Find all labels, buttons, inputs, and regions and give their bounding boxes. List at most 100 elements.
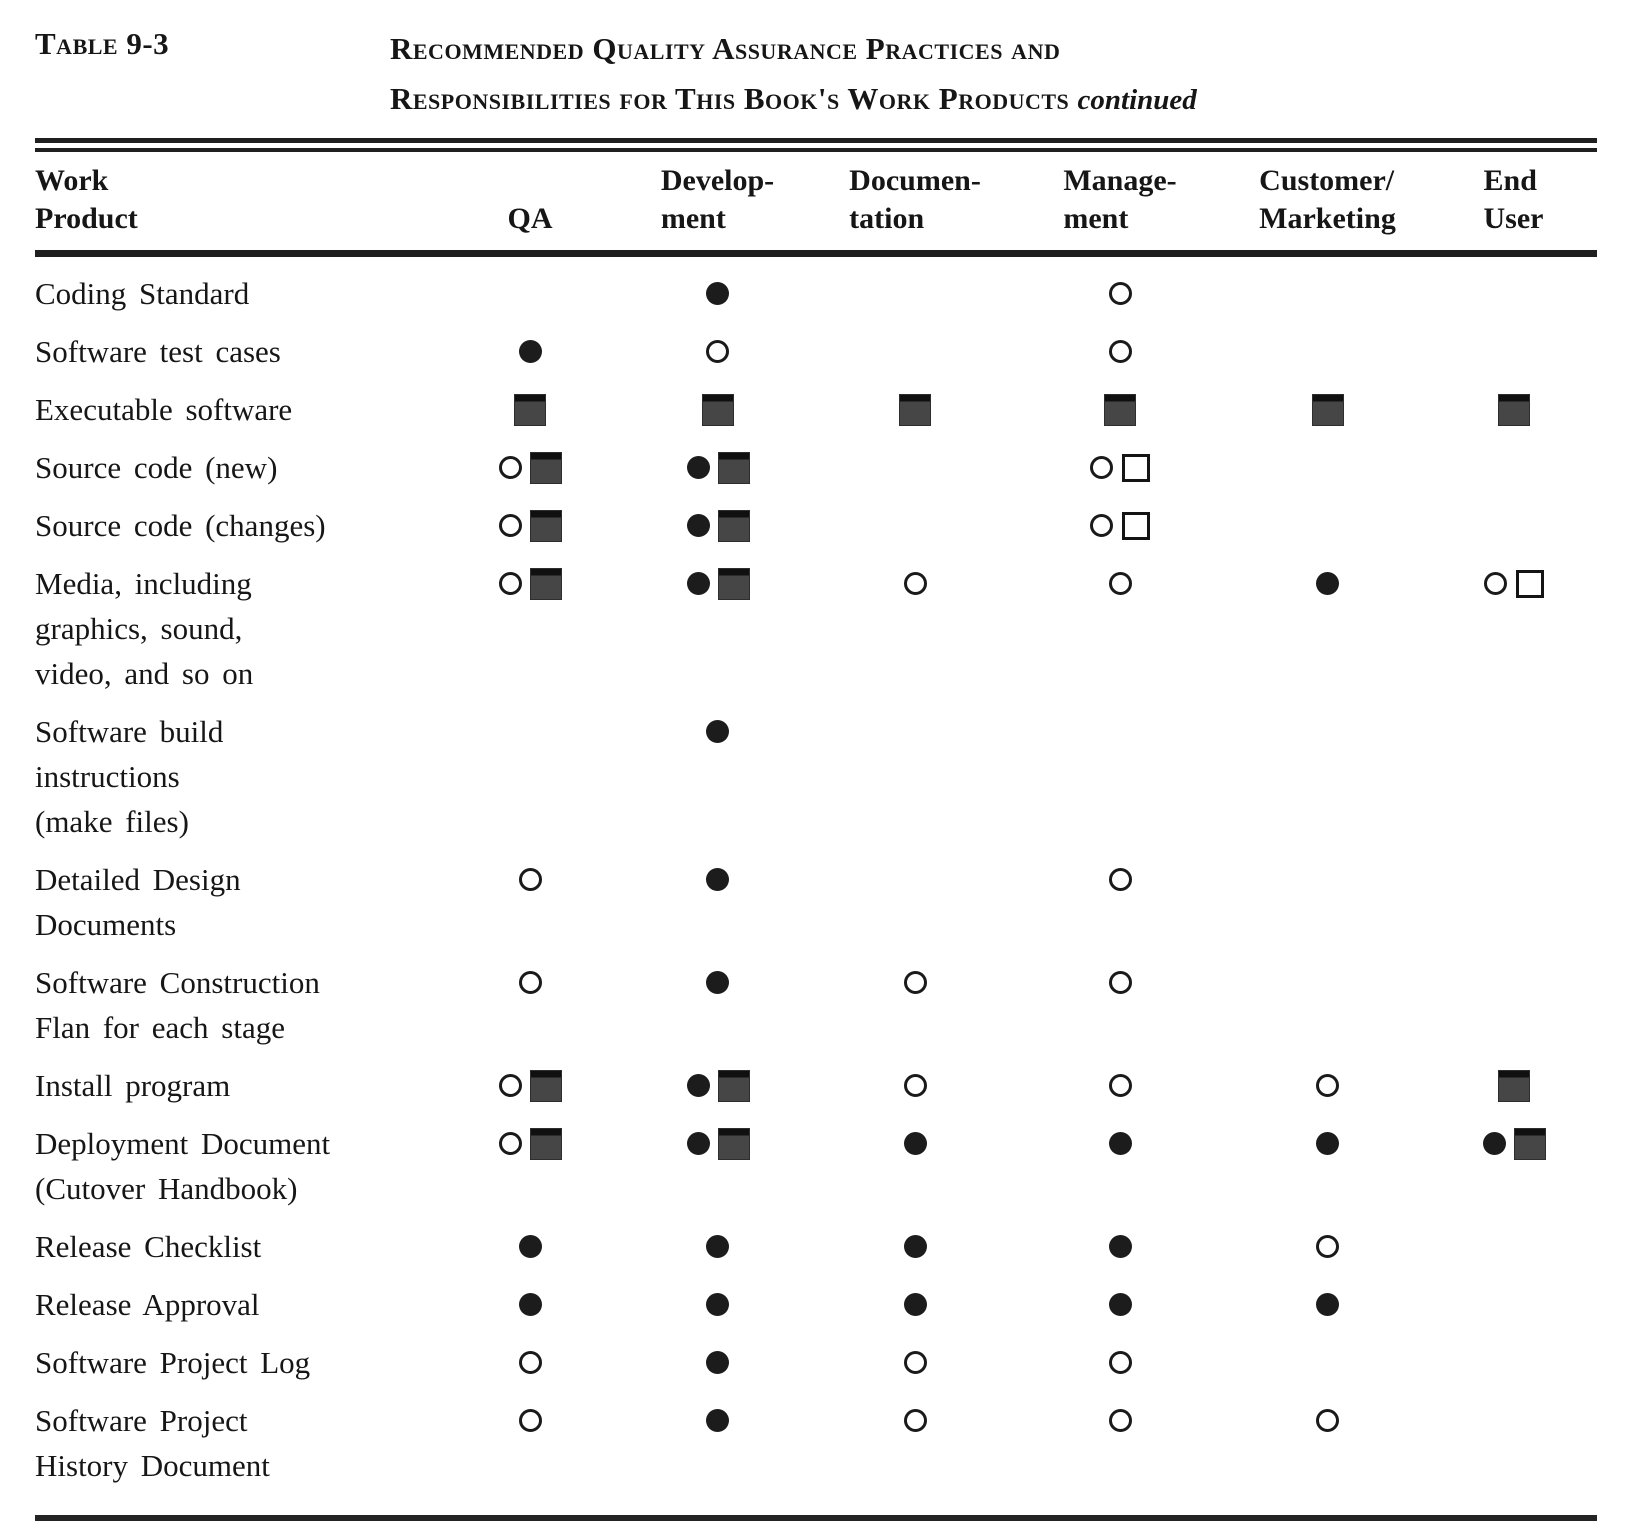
filled-circle-icon [706, 720, 729, 743]
table-row: Deployment Document (Cutover Handbook) [35, 1121, 1597, 1224]
end-user-cell [1430, 1340, 1597, 1385]
work-product-label-line: video, and so on [35, 656, 254, 691]
open-circle-icon [499, 572, 522, 595]
table-row: Source code (new) [35, 445, 1597, 503]
documentation-cell [815, 445, 1015, 490]
documentation-cell [815, 1121, 1015, 1166]
filled-circle-icon [518, 1235, 542, 1258]
end-user-cell [1430, 960, 1597, 1005]
table-title: Recommended Quality Assurance Practices … [390, 24, 1197, 125]
table-header-row: Work Product QA Develop- ment Documen- t… [35, 152, 1597, 250]
management-cell [1015, 271, 1225, 316]
qa-cell [440, 857, 620, 902]
end-user-cell [1430, 857, 1597, 902]
open-circle-icon [1108, 971, 1132, 994]
filled-square-icon [1311, 393, 1344, 426]
customer-marketing-cell [1225, 387, 1430, 432]
work-product-label: Release Checklist [35, 1224, 440, 1269]
open-circle-icon [1108, 572, 1132, 595]
work-product-label-line: Software Project Log [35, 1345, 311, 1380]
filled-square-icon [530, 451, 562, 484]
work-product-label-line: Media, including [35, 566, 252, 601]
work-product-label-line: History Document [35, 1448, 270, 1483]
qa-cell [440, 1398, 620, 1443]
documentation-cell [815, 857, 1015, 902]
bottom-rule [35, 1515, 1597, 1521]
open-circle-icon [499, 1132, 522, 1155]
filled-circle-icon [706, 1351, 729, 1374]
filled-square-icon [514, 393, 546, 426]
documentation-cell [815, 1282, 1015, 1327]
customer-marketing-cell [1225, 271, 1430, 316]
management-cell [1015, 445, 1225, 490]
filled-circle-icon [706, 1235, 729, 1258]
end-user-cell [1430, 503, 1597, 548]
work-product-label-line: Release Approval [35, 1287, 260, 1322]
table-title-line1: Recommended Quality Assurance Practices … [390, 31, 1061, 66]
documentation-cell [815, 561, 1015, 606]
work-product-label: Software test cases [35, 329, 440, 374]
end-user-cell [1430, 445, 1597, 490]
open-circle-icon [1108, 282, 1132, 305]
open-square-icon [1515, 569, 1544, 598]
top-rule-upper [35, 138, 1597, 143]
table-row: Source code (changes) [35, 503, 1597, 561]
work-product-label-line: Software Project [35, 1403, 248, 1438]
work-product-label: Coding Standard [35, 271, 440, 316]
open-square-icon [1122, 453, 1150, 482]
management-cell [1015, 709, 1225, 754]
filled-circle-icon [686, 456, 710, 479]
filled-square-icon [717, 567, 750, 600]
work-product-label-line: Source code (new) [35, 450, 278, 485]
table-row: Software test cases [35, 329, 1597, 387]
filled-circle-icon [706, 1409, 729, 1432]
open-circle-icon [1483, 572, 1507, 595]
open-circle-icon [1108, 1351, 1132, 1374]
work-product-label: Software build instructions (make files) [35, 709, 440, 844]
end-user-cell [1430, 1224, 1597, 1269]
customer-marketing-cell [1225, 445, 1430, 490]
filled-square-icon [701, 393, 734, 426]
filled-circle-icon [903, 1293, 927, 1316]
management-cell [1015, 857, 1225, 902]
work-product-label-line: Flan for each stage [35, 1010, 285, 1045]
open-square-icon [1122, 511, 1150, 540]
filled-circle-icon [706, 282, 729, 305]
qa-cell [440, 1282, 620, 1327]
qa-cell [440, 709, 620, 754]
work-product-label: Software Construction Flan for each stage [35, 960, 440, 1050]
management-cell [1015, 503, 1225, 548]
column-header-management: Manage- ment [1063, 164, 1177, 235]
documentation-cell [815, 1063, 1015, 1108]
filled-square-icon [1497, 1069, 1530, 1102]
development-cell [620, 1224, 815, 1269]
filled-square-icon [717, 509, 750, 542]
qa-cell [440, 561, 620, 606]
work-product-label-line: instructions [35, 759, 180, 794]
column-header-qa: QA [507, 202, 553, 235]
top-rule-lower [35, 148, 1597, 152]
end-user-cell [1430, 1121, 1597, 1166]
work-product-label-line: Detailed Design [35, 862, 241, 897]
open-circle-icon [903, 572, 927, 595]
work-product-label: Deployment Document (Cutover Handbook) [35, 1121, 440, 1211]
management-cell [1015, 561, 1225, 606]
filled-circle-icon [1108, 1235, 1132, 1258]
filled-circle-icon [706, 868, 729, 891]
table-row: Software Construction Flan for each stage [35, 960, 1597, 1063]
work-product-label-line: Documents [35, 907, 177, 942]
filled-circle-icon [1316, 1132, 1339, 1155]
qa-cell [440, 329, 620, 374]
open-circle-icon [499, 514, 522, 537]
filled-circle-icon [686, 572, 710, 595]
filled-square-icon [530, 1127, 562, 1160]
filled-square-icon [530, 509, 562, 542]
work-product-label-line: Executable software [35, 392, 293, 427]
table-row: Release Checklist [35, 1224, 1597, 1282]
filled-circle-icon [1108, 1293, 1132, 1316]
documentation-cell [815, 271, 1015, 316]
work-product-label: Detailed Design Documents [35, 857, 440, 947]
filled-square-icon [530, 1069, 562, 1102]
end-user-cell [1430, 1282, 1597, 1327]
